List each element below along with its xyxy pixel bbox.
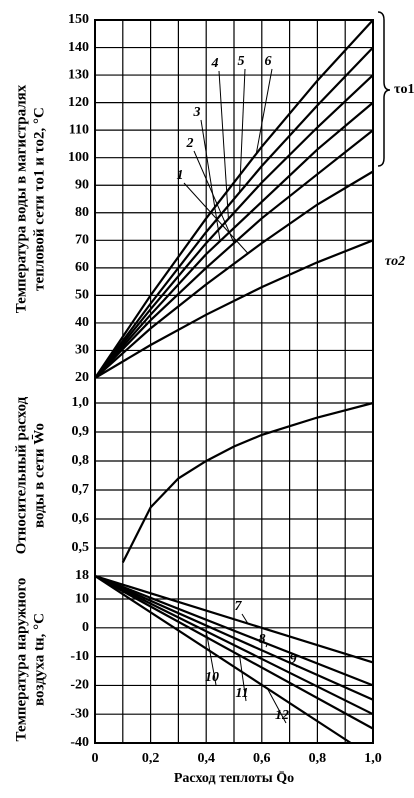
data-line	[94, 574, 374, 687]
x-axis-label: Расход теплоты Q̄o	[174, 771, 294, 786]
y-tick-label: 60	[75, 260, 89, 275]
leader-line	[241, 613, 249, 624]
data-line	[94, 575, 374, 730]
data-line	[94, 74, 374, 379]
y-tick-label: 20	[75, 370, 89, 385]
leader-line	[266, 688, 287, 724]
line-label: 8	[259, 632, 266, 647]
leader-line	[183, 182, 249, 254]
y-tick-label: 0,7	[72, 482, 90, 497]
y-axis-label: тепловой сети τo1 и τo2, °C	[31, 107, 47, 291]
y-axis-label: воздуха tн, °C	[31, 613, 47, 706]
leader-line	[294, 664, 298, 668]
y-axis-label: Температура воды в магистралях	[13, 84, 29, 313]
data-line	[94, 575, 352, 744]
line-label: 1	[177, 168, 184, 183]
line-label: τo2	[385, 254, 405, 269]
y-tick-label: 10	[75, 591, 89, 606]
data-line	[94, 101, 374, 379]
data-line	[94, 19, 374, 379]
y-tick-label: -30	[70, 706, 89, 721]
data-line	[94, 239, 374, 379]
leader-line	[255, 68, 273, 154]
x-tick-label: 0	[92, 751, 99, 766]
y-tick-label: 0,9	[72, 424, 90, 439]
x-tick-label: 1,0	[364, 751, 382, 766]
line-label: 5	[238, 54, 245, 69]
data-line	[94, 170, 374, 379]
line-label: 6	[265, 54, 272, 69]
y-axis-label: Температура наружного	[13, 578, 29, 742]
data-line	[94, 574, 374, 701]
y-tick-label: 0	[82, 620, 89, 635]
leader-line	[265, 643, 268, 648]
y-tick-label: 70	[75, 233, 89, 248]
x-tick-label: 0,8	[309, 751, 327, 766]
y-tick-label: 0,8	[72, 453, 90, 468]
data-line	[94, 574, 374, 664]
x-tick-label: 0,4	[197, 751, 215, 766]
line-label: 11	[235, 686, 248, 701]
group-label: τo1	[394, 82, 414, 97]
y-tick-label: 80	[75, 205, 89, 220]
leader-line	[239, 655, 247, 702]
y-tick-label: 90	[75, 177, 89, 192]
y-tick-label: 140	[68, 40, 89, 55]
line-label: 10	[205, 670, 219, 685]
leader-line	[193, 150, 235, 244]
y-tick-label: 18	[75, 568, 89, 583]
y-tick-label: 0,5	[72, 540, 90, 555]
leader-line	[205, 631, 217, 686]
leader-line	[218, 70, 229, 219]
line-label: 12	[275, 708, 289, 723]
y-tick-label: -10	[70, 649, 89, 664]
y-tick-label: 110	[69, 122, 89, 137]
line-label: 4	[211, 56, 219, 71]
y-tick-label: 150	[68, 12, 89, 27]
x-tick-label: 0,6	[253, 751, 271, 766]
y-tick-label: 0,6	[72, 511, 90, 526]
line-label: 9	[290, 652, 297, 667]
data-line	[94, 46, 374, 379]
y-tick-label: 40	[75, 315, 89, 330]
y-axis-label: воды в сети W̄o	[31, 423, 47, 528]
y-axis-label: Относительный расход	[13, 396, 29, 554]
y-tick-label: 100	[68, 150, 89, 165]
leader-line	[239, 68, 246, 193]
y-tick-label: 50	[75, 288, 89, 303]
line-label: 3	[193, 105, 201, 120]
y-tick-label: 30	[75, 343, 89, 358]
y-tick-label: 120	[68, 95, 89, 110]
y-tick-label: 130	[68, 67, 89, 82]
y-tick-label: -40	[70, 735, 89, 750]
data-line	[121, 401, 374, 563]
bracket	[377, 11, 391, 167]
x-tick-label: 0,2	[142, 751, 160, 766]
data-line	[94, 575, 374, 716]
line-label: 2	[186, 136, 194, 151]
y-tick-label: 1,0	[72, 395, 90, 410]
y-tick-label: -20	[70, 678, 89, 693]
line-label: 7	[235, 599, 243, 614]
